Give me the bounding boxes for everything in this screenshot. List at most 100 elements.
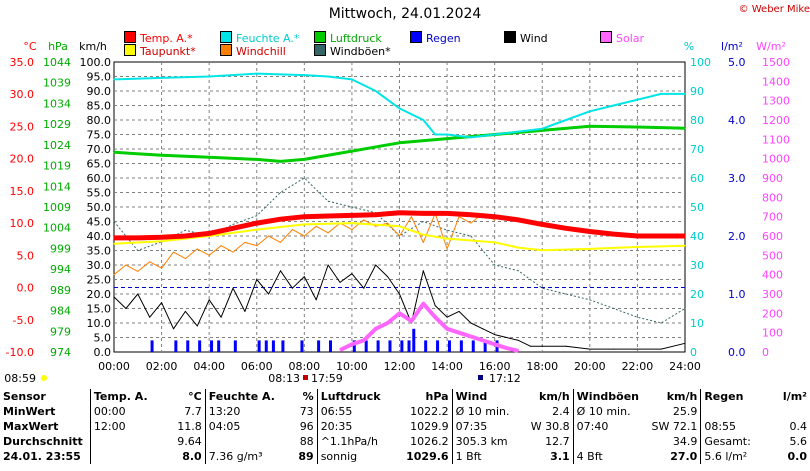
wind-tick-label: 50.0 xyxy=(87,201,112,214)
solar-tick-label: 400 xyxy=(762,269,783,282)
wind-line-point xyxy=(506,337,508,338)
stats-cell: 88 xyxy=(299,435,314,448)
temperature-line-point xyxy=(494,216,496,218)
dewpoint-line-point xyxy=(541,249,543,251)
humidity-tick-label: 20 xyxy=(690,288,704,301)
stats-cell: 08:55 xyxy=(700,419,770,434)
legend-item-b-2: Windböen* xyxy=(314,44,391,58)
solar-axis-unit: W/m² xyxy=(756,40,786,53)
rain-axis-unit: l/m² xyxy=(721,40,743,53)
rain-bar xyxy=(388,340,392,352)
gust-line-point xyxy=(113,221,115,222)
legend-swatch xyxy=(124,44,136,56)
sunrise-time: 08:13 xyxy=(268,372,300,385)
stats-cell: 20:35 xyxy=(316,419,392,434)
stats-cell: °C xyxy=(188,390,202,403)
pressure-line-point xyxy=(446,138,448,140)
stats-cell: Ø 10 min. xyxy=(572,404,645,419)
solar-tick-label: 700 xyxy=(762,211,783,224)
rain-bar xyxy=(329,340,333,352)
temperature-line-point xyxy=(256,222,258,224)
stats-cell: 1 Bft xyxy=(451,449,521,464)
pressure-tick-label: 974 xyxy=(50,346,71,359)
stats-row: 24.01. 23:55 8.0 7.36 g/m³ 89 sonnig 1029.6 1 … xyxy=(0,449,810,464)
wind-line-point xyxy=(446,316,448,318)
rain-bar xyxy=(483,340,487,352)
solar-tick-label: 300 xyxy=(762,288,783,301)
temperature-line-point xyxy=(422,212,424,214)
rain-tick-label: 3.0 xyxy=(728,172,746,185)
wind-line-point xyxy=(482,328,484,330)
legend-swatch xyxy=(410,31,422,43)
dewpoint-line-point xyxy=(351,222,353,224)
rain-bar xyxy=(447,340,451,352)
legend-swatch xyxy=(124,31,136,43)
windchill-line-point xyxy=(410,216,412,218)
rain-bar xyxy=(210,340,214,352)
humidity-line-point xyxy=(327,76,329,77)
rain-bar xyxy=(281,340,285,352)
stats-cell: 5.6 l/m² xyxy=(700,449,770,464)
rain-tick-label: 2.0 xyxy=(728,230,746,243)
wind-tick-label: 65.0 xyxy=(87,158,112,171)
dewpoint-line-point xyxy=(494,241,496,243)
wind-tick-label: 70.0 xyxy=(87,143,112,156)
wind-tick-label: 85.0 xyxy=(87,100,112,113)
wind-tick-label: 60.0 xyxy=(87,172,112,185)
stats-cell: Windböen xyxy=(572,389,645,404)
wind-tick-label: 35.0 xyxy=(87,245,112,258)
temp-tick-label: 15.0 xyxy=(10,185,35,198)
wind-line-point xyxy=(636,348,638,350)
gust-line-point xyxy=(589,299,591,301)
temperature-line-point xyxy=(280,218,282,220)
temperature-line-point xyxy=(137,237,139,239)
gust-line-point xyxy=(636,316,638,318)
solar-tick-label: 1200 xyxy=(762,114,790,127)
stats-cell: Gesamt: xyxy=(700,434,770,449)
stats-cell: 73 xyxy=(299,405,314,418)
stats-cell: Durchschnitt xyxy=(3,435,83,448)
wind-line-point xyxy=(494,334,496,336)
pressure-line-point xyxy=(208,156,210,158)
wind-line-point xyxy=(387,276,389,278)
stats-cell xyxy=(89,449,155,464)
moonset-time: 08:59 xyxy=(4,372,36,385)
dewpoint-line-point xyxy=(446,238,448,240)
stats-cell: SW 72.1 xyxy=(651,420,698,433)
humidity-line-point xyxy=(399,107,400,109)
stats-cell: Ø 10 min. xyxy=(451,404,521,419)
windchill-line-point xyxy=(399,235,400,237)
legend-item-a-0: Temp. A.* xyxy=(124,31,193,45)
pressure-tick-label: 989 xyxy=(50,284,71,297)
wind-line-point xyxy=(149,316,151,318)
x-tick-label: 24:00 xyxy=(669,360,701,373)
rain-bar xyxy=(150,340,154,352)
humidity-line-point xyxy=(565,119,567,121)
moon-icon xyxy=(41,375,47,381)
rain-bar xyxy=(376,340,380,352)
legend-label: Feuchte A.* xyxy=(236,32,300,45)
temp-tick-label: 10.0 xyxy=(10,217,35,230)
stats-cell: 13:20 xyxy=(204,404,286,419)
wind-tick-label: 20.0 xyxy=(87,288,112,301)
humidity-line-point xyxy=(256,73,258,75)
solar-tick-label: 1400 xyxy=(762,75,790,88)
stats-cell: 305.3 km xyxy=(451,434,521,449)
gust-line-point xyxy=(232,223,234,225)
x-tick-label: 02:00 xyxy=(146,360,178,373)
legend-swatch xyxy=(220,31,232,43)
temperature-line-point xyxy=(375,214,377,216)
stats-cell: 3.1 xyxy=(550,450,570,463)
solar-tick-label: 0 xyxy=(762,346,769,359)
chart-title: Mittwoch, 24.01.2024 xyxy=(328,6,482,22)
gust-line-point xyxy=(613,308,615,309)
temperature-line-point xyxy=(351,214,353,216)
windchill-line-point xyxy=(387,222,389,224)
stats-cell: Wind xyxy=(451,389,521,404)
dewpoint-line-point xyxy=(161,240,163,242)
wind-tick-label: 55.0 xyxy=(87,187,112,200)
rain-bar xyxy=(436,340,440,352)
wind-line-point xyxy=(291,287,293,289)
humidity-line-point xyxy=(470,136,472,138)
legend-label: Windböen* xyxy=(330,45,391,58)
